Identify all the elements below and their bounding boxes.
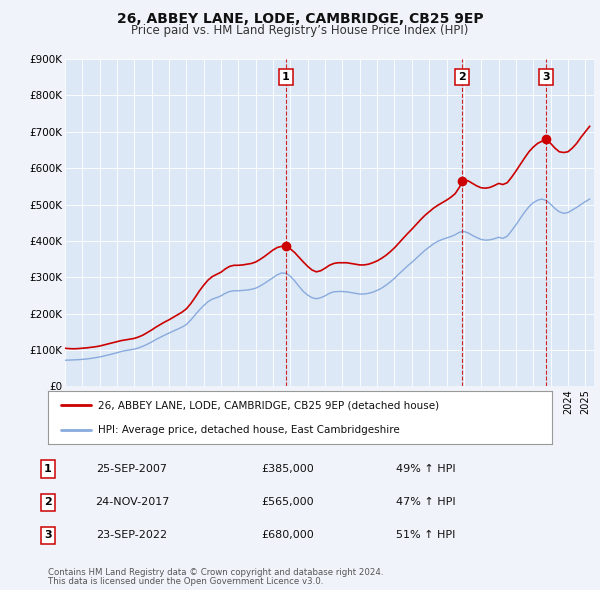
Text: Price paid vs. HM Land Registry’s House Price Index (HPI): Price paid vs. HM Land Registry’s House … [131,24,469,37]
Text: 2: 2 [44,497,52,507]
Text: 2: 2 [458,72,466,82]
Text: £680,000: £680,000 [262,530,314,540]
Text: 26, ABBEY LANE, LODE, CAMBRIDGE, CB25 9EP: 26, ABBEY LANE, LODE, CAMBRIDGE, CB25 9E… [116,12,484,26]
Text: This data is licensed under the Open Government Licence v3.0.: This data is licensed under the Open Gov… [48,577,323,586]
Text: HPI: Average price, detached house, East Cambridgeshire: HPI: Average price, detached house, East… [98,425,400,435]
Text: 3: 3 [542,72,550,82]
Text: 26, ABBEY LANE, LODE, CAMBRIDGE, CB25 9EP (detached house): 26, ABBEY LANE, LODE, CAMBRIDGE, CB25 9E… [98,401,440,411]
Text: 3: 3 [44,530,52,540]
Text: 49% ↑ HPI: 49% ↑ HPI [396,464,455,474]
Text: 1: 1 [282,72,290,82]
Text: 1: 1 [44,464,52,474]
Text: £565,000: £565,000 [262,497,314,507]
Text: 51% ↑ HPI: 51% ↑ HPI [396,530,455,540]
Text: £385,000: £385,000 [262,464,314,474]
Text: 25-SEP-2007: 25-SEP-2007 [97,464,167,474]
Text: Contains HM Land Registry data © Crown copyright and database right 2024.: Contains HM Land Registry data © Crown c… [48,568,383,576]
Text: 47% ↑ HPI: 47% ↑ HPI [396,497,455,507]
Text: 23-SEP-2022: 23-SEP-2022 [97,530,167,540]
Text: 24-NOV-2017: 24-NOV-2017 [95,497,169,507]
